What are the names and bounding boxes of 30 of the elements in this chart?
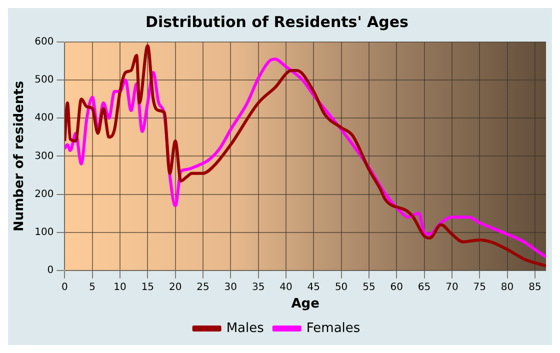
- x-tick-label: 15: [141, 282, 154, 293]
- legend-label: Females: [306, 320, 360, 336]
- x-tick-label: 80: [500, 282, 514, 293]
- y-tick-label: 200: [34, 188, 54, 200]
- x-axis-title: Age: [291, 296, 320, 312]
- x-tick-label: 45: [307, 282, 320, 293]
- x-tick-label: 10: [114, 282, 126, 293]
- x-tick-label: 85: [528, 282, 542, 293]
- y-tick-label: 300: [34, 150, 54, 162]
- x-tick-label: 25: [196, 282, 210, 293]
- x-tick-label: 70: [446, 282, 458, 293]
- x-tick-label: 5: [89, 282, 96, 293]
- x-tick-label: 75: [473, 282, 486, 293]
- y-tick-label: 100: [34, 226, 54, 238]
- x-tick-label: 35: [252, 282, 265, 293]
- x-tick-label: 50: [334, 282, 348, 293]
- x-tick-label: 60: [390, 282, 403, 293]
- y-axis-title: Number of residents: [12, 80, 28, 232]
- y-tick-label: 600: [34, 36, 54, 48]
- y-tick-label: 400: [34, 112, 54, 124]
- x-tick-label: 40: [280, 282, 292, 293]
- x-tick-label: 65: [418, 282, 431, 293]
- legend-label: Males: [226, 320, 264, 336]
- chart-title: Distribution of Residents' Ages: [146, 12, 409, 31]
- y-tick-label: 500: [34, 74, 54, 86]
- x-tick-label: 55: [362, 282, 376, 293]
- x-tick-label: 20: [168, 282, 182, 293]
- x-tick-label: 0: [62, 282, 68, 293]
- x-tick-label: 30: [224, 282, 238, 293]
- y-tick-label: 0: [47, 264, 54, 276]
